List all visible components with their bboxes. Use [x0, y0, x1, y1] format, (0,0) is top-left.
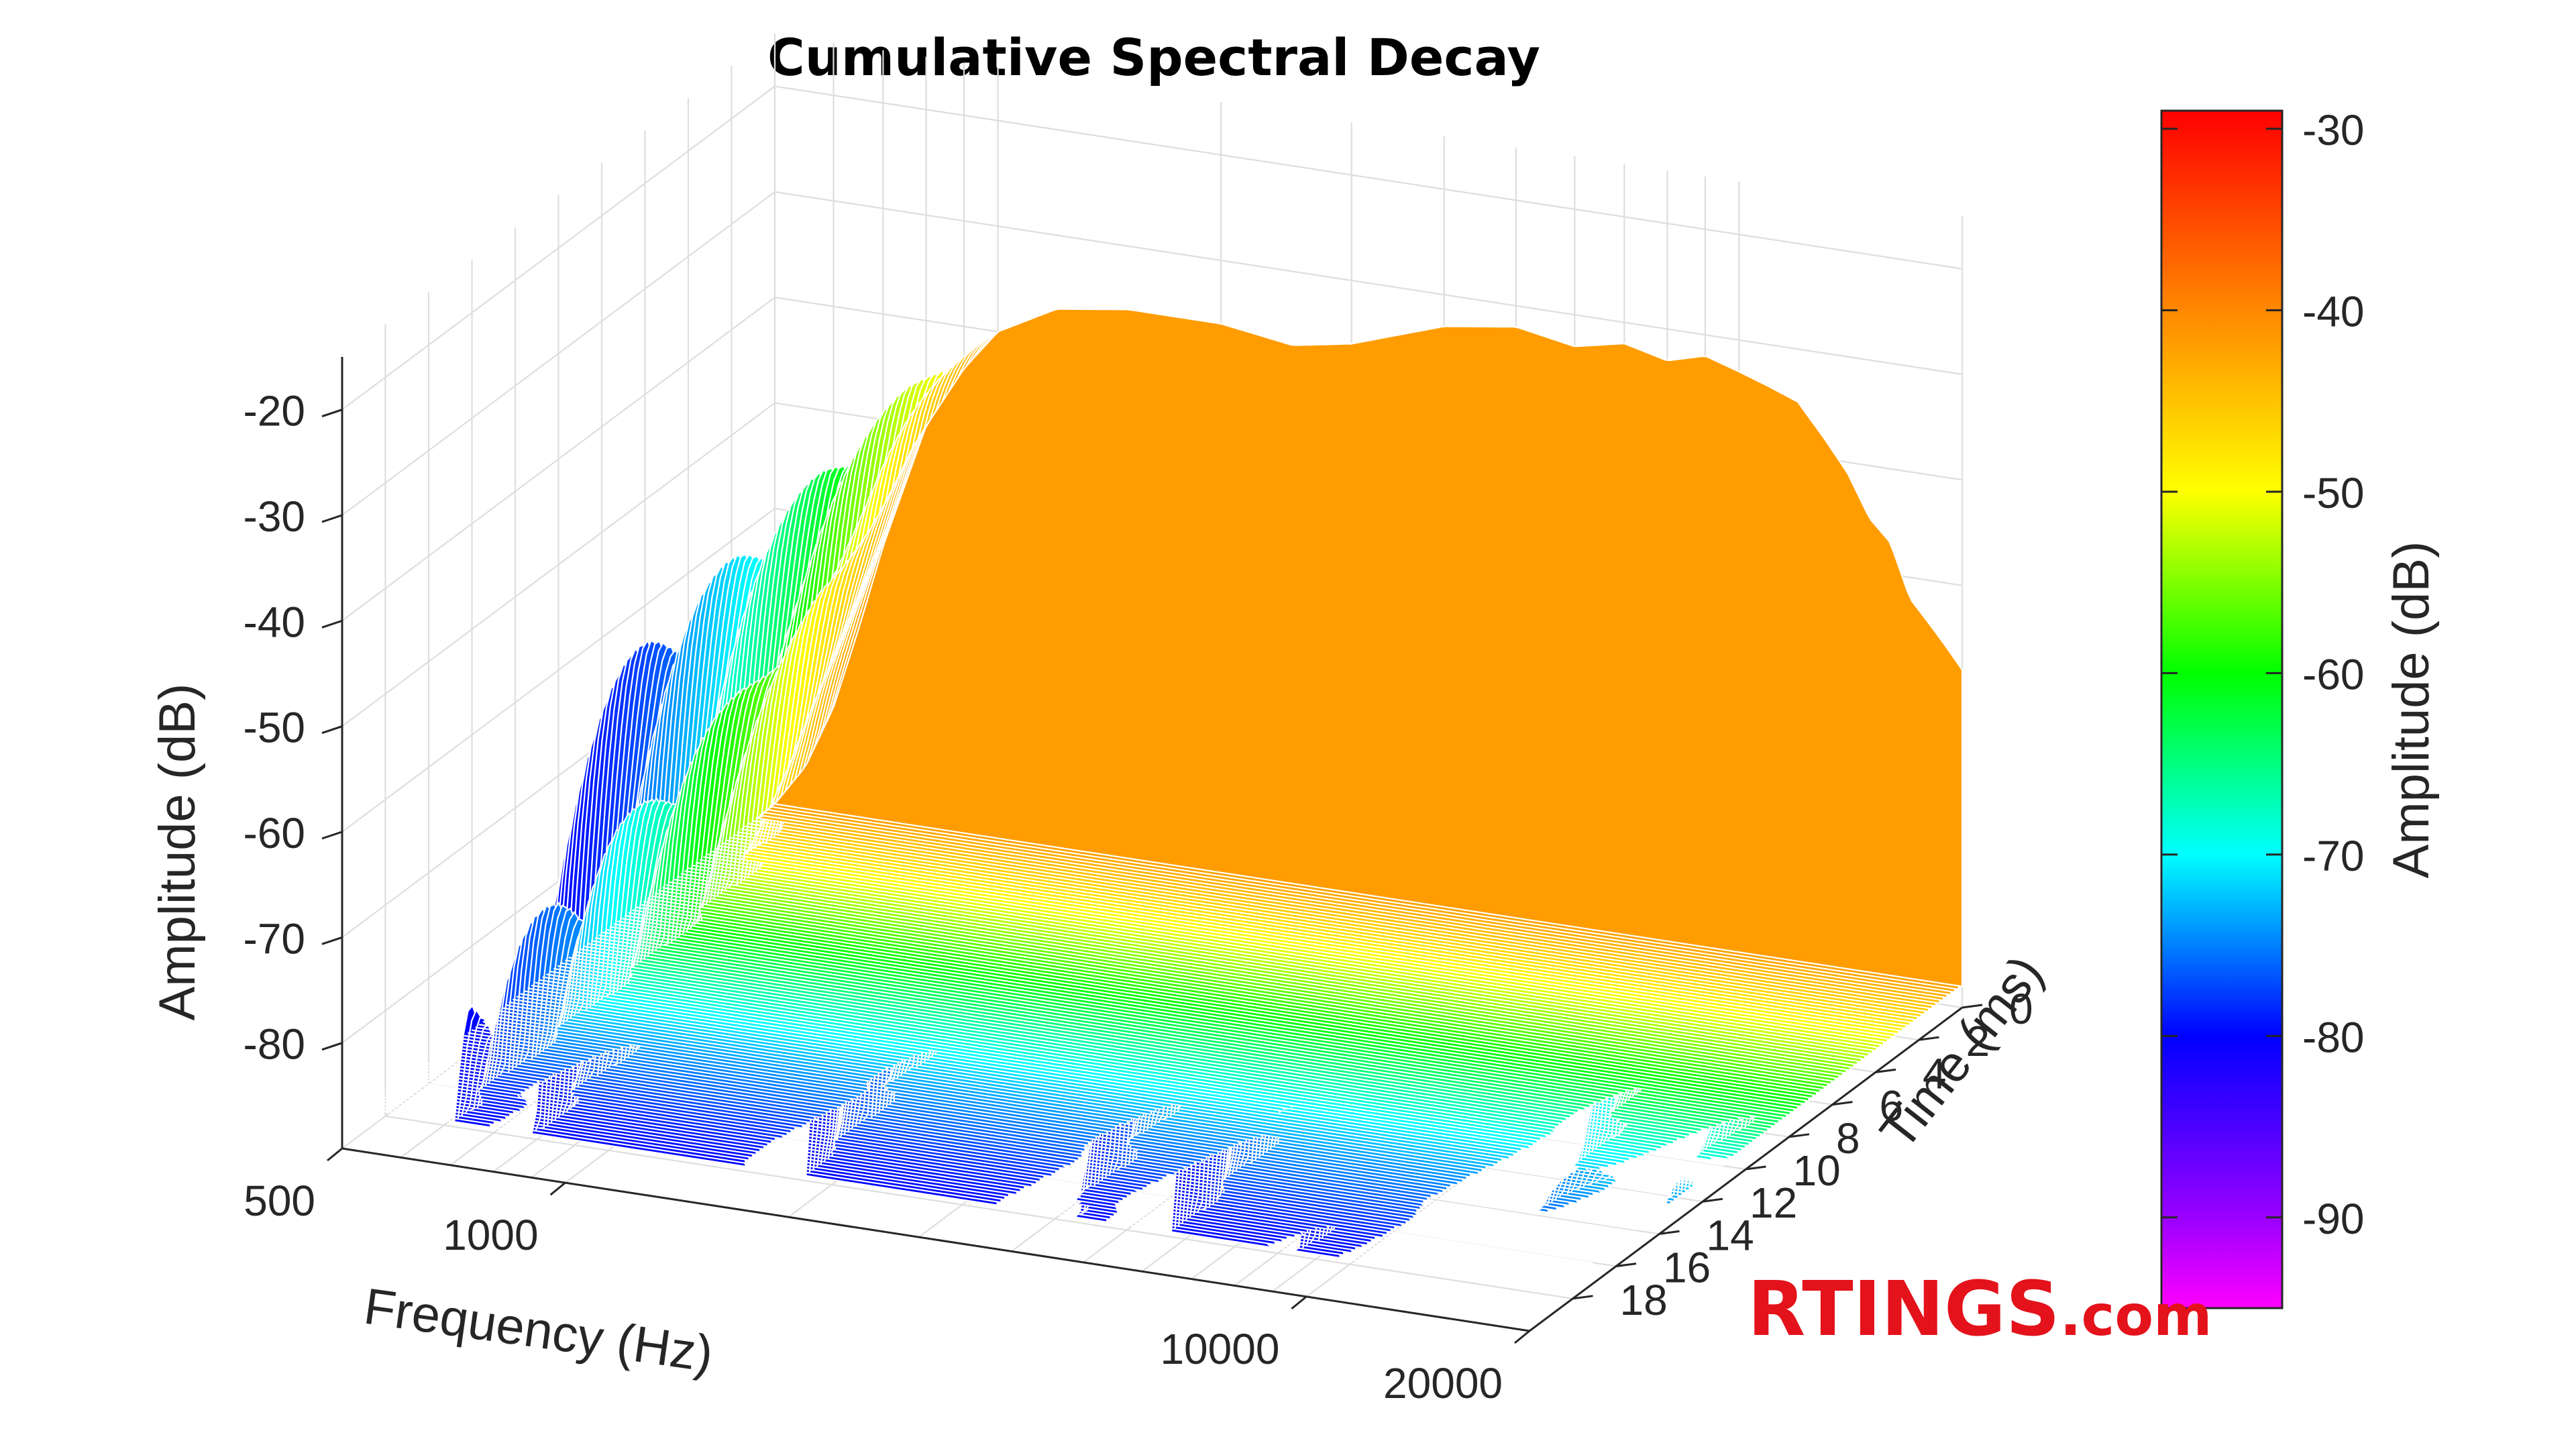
x-tick-label: 20000 [1383, 1359, 1503, 1407]
x-tick [549, 1181, 566, 1196]
z-axis-label: Amplitude (dB) [149, 684, 206, 1021]
grid-line-side-z [341, 191, 775, 516]
grid-line-side-z [341, 508, 775, 833]
y-tick-label: 0 [2009, 985, 2033, 1033]
y-tick [1919, 1036, 1939, 1041]
y-tick [1659, 1230, 1680, 1235]
y-tick-label: 2 [1966, 1017, 1990, 1065]
x-tick [327, 1147, 343, 1162]
x-tick [1291, 1295, 1307, 1310]
z-tick [321, 619, 343, 629]
y-tick [1746, 1165, 1766, 1171]
colorbar-gradient [2160, 109, 2284, 1309]
y-tick-label: 12 [1750, 1179, 1797, 1227]
y-tick-label: 10 [1793, 1146, 1841, 1195]
y-tick-label: 4 [1923, 1049, 1947, 1097]
z-tick-label: -80 [244, 1020, 306, 1069]
x-tick [1514, 1330, 1530, 1344]
y-tick [1572, 1295, 1593, 1300]
y-tick-label: 14 [1707, 1211, 1754, 1259]
colorbar-tick-label: -50 [2302, 469, 2365, 517]
svg-text:RTINGS.com: RTINGS.com [1748, 1266, 2212, 1353]
colorbar-label: Amplitude (dB) [2383, 541, 2440, 879]
z-tick-label: -60 [244, 809, 306, 857]
logo-suffix: .com [2060, 1283, 2212, 1348]
rtings-logo: RTINGS.com [1748, 1266, 2212, 1353]
decay-slice [773, 308, 1964, 987]
colorbar: -30 -40 -50 -60 -70 -80 -90 Amplitude (dB) [2160, 106, 2440, 1309]
x-tick-label: 500 [244, 1177, 315, 1225]
z-tick-label: -70 [244, 914, 306, 963]
colorbar-tick-label: -80 [2302, 1013, 2365, 1061]
logo-main: RTINGS [1748, 1266, 2060, 1353]
grid-line-side-z [341, 85, 775, 411]
colorbar-ticks: -30 -40 -50 -60 -70 -80 -90 [2161, 106, 2365, 1243]
z-tick-label: -40 [244, 598, 306, 646]
z-tick-label: -50 [244, 704, 306, 752]
y-tick [1702, 1197, 1723, 1203]
decay-surface [366, 308, 1964, 1292]
x-axis-label: Frequency (Hz) [361, 1278, 716, 1383]
colorbar-tick-label: -40 [2302, 288, 2365, 336]
x-tick-label: 1000 [443, 1211, 538, 1259]
grid-line-back-z [774, 85, 1963, 270]
z-tick [321, 936, 343, 945]
z-tick [321, 409, 343, 418]
y-tick-label: 6 [1880, 1082, 1904, 1130]
x-tick-label: 10000 [1160, 1325, 1279, 1373]
y-tick-label: 8 [1836, 1114, 1860, 1163]
z-tick [321, 1042, 343, 1051]
grid-line-side-z [341, 402, 775, 727]
z-tick [321, 514, 343, 523]
y-tick-label: 16 [1663, 1244, 1711, 1292]
z-tick [321, 830, 343, 840]
colorbar-tick-label: -30 [2302, 106, 2365, 154]
colorbar-tick-label: -60 [2302, 650, 2365, 698]
z-tick-label: -30 [244, 492, 306, 541]
y-tick [1875, 1068, 1896, 1073]
y-tick-label: 18 [1620, 1276, 1668, 1324]
z-tick [321, 725, 343, 735]
x-axis-line [341, 1147, 1530, 1332]
y-tick [1962, 1004, 1983, 1009]
y-tick [1788, 1133, 1810, 1138]
colorbar-tick-label: -70 [2302, 832, 2365, 880]
grid-line-back-z [774, 191, 1963, 376]
grid-line-floor-t [385, 1115, 1573, 1299]
y-tick [1832, 1101, 1853, 1106]
grid-line-side-z [341, 297, 775, 622]
colorbar-tick-label: -90 [2302, 1195, 2365, 1243]
z-tick-label: -20 [244, 387, 306, 435]
chart-title: Cumulative Spectral Decay [767, 28, 1540, 87]
y-tick [1615, 1263, 1637, 1268]
